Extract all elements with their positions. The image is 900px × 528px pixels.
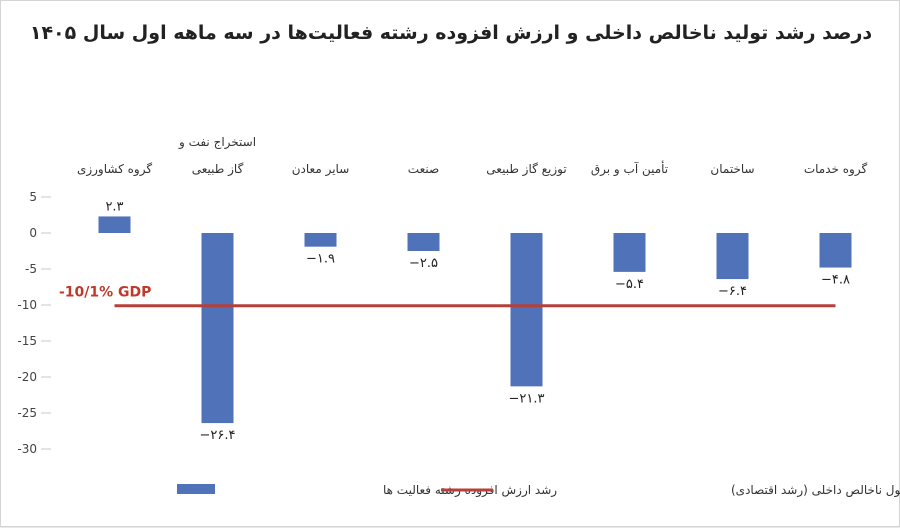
y-tick-label: 0 (29, 226, 37, 240)
y-tick-label: 5 (29, 190, 37, 204)
data-label: −۵.۴ (615, 277, 644, 292)
y-tick-label: -10 (17, 298, 37, 312)
bar (613, 233, 646, 272)
y-tick-label: -25 (17, 406, 37, 420)
category-labels: گروه کشاورزی استخراج نفت و گاز طبیعی سایر م… (77, 135, 867, 177)
data-label: −۲.۵ (409, 256, 438, 271)
category-label: توزیع گاز طبیعی (486, 162, 566, 177)
bars (98, 216, 852, 424)
category-label: گروه خدمات (804, 162, 868, 177)
bar (510, 233, 543, 387)
category-label: گروه کشاورزی (77, 162, 152, 177)
legend-bar-swatch (177, 484, 215, 494)
legend-line-label: رشد محصول ناخالص داخلی (رشد اقتصادی) (731, 483, 900, 498)
gdp-line-group: -10/1% GDP (59, 285, 836, 308)
bar (819, 233, 852, 268)
category-label: تأمین آب و برق (591, 160, 668, 177)
legend: رشد ارزش افزوده رشته فعالیت هارشد محصول … (177, 483, 900, 498)
data-labels: ۲.۳ −۲۶.۴ −۱.۹ −۲.۵ −۲۱.۳ −۵.۴ −۶.۴ −۴.۸ (105, 199, 850, 443)
y-tick-label: -30 (17, 442, 37, 456)
bar (716, 233, 749, 280)
category-label: سایر معادن (292, 162, 350, 177)
data-label: ۲.۳ (105, 199, 123, 214)
gdp-label: -10/1% GDP (59, 285, 151, 301)
bar (201, 233, 234, 424)
y-tick-label: -5 (25, 262, 37, 276)
bar (304, 233, 337, 247)
category-label: صنعت (408, 162, 439, 176)
y-tick-label: -20 (17, 370, 37, 384)
data-label: −۱.۹ (306, 252, 335, 267)
data-label: −۲۶.۴ (200, 428, 236, 443)
category-label: ساختمان (710, 162, 754, 176)
data-label: −۲۱.۳ (509, 391, 545, 406)
bar (407, 233, 440, 251)
y-axis: 5 0 -5 -10 -15 -20 -25 -30 (17, 190, 51, 456)
category-label: گاز طبیعی (192, 162, 244, 177)
y-tick-label: -15 (17, 334, 37, 348)
data-label: −۴.۸ (821, 273, 850, 288)
category-label: استخراج نفت و (178, 135, 256, 150)
chart-title: درصد رشد تولید ناخالص داخلی و ارزش افزود… (30, 22, 873, 44)
data-label: −۶.۴ (718, 284, 747, 299)
bar (98, 216, 131, 233)
